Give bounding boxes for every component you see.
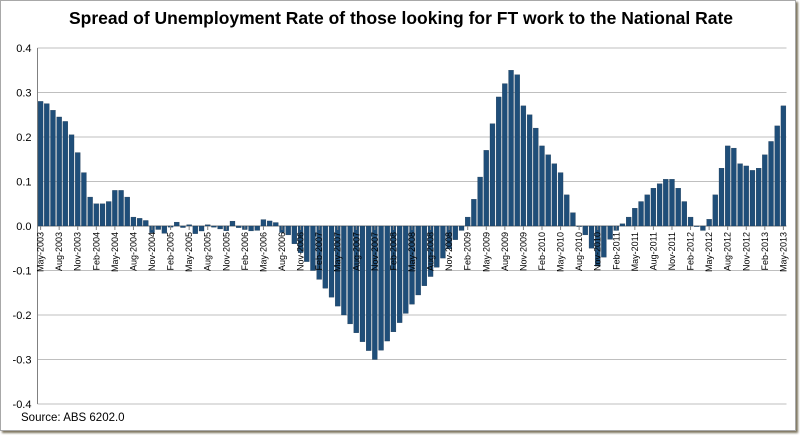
svg-text:Nov-2011: Nov-2011 — [667, 232, 677, 270]
svg-text:Nov-2004: Nov-2004 — [147, 232, 157, 271]
svg-text:Aug-2005: Aug-2005 — [203, 232, 213, 271]
svg-text:May-2007: May-2007 — [333, 232, 343, 272]
svg-text:Nov-2008: Nov-2008 — [444, 232, 454, 271]
svg-text:Feb-2005: Feb-2005 — [166, 232, 176, 271]
svg-text:Nov-2005: Nov-2005 — [221, 232, 231, 271]
svg-text:Feb-2007: Feb-2007 — [314, 232, 324, 271]
svg-text:Feb-2013: Feb-2013 — [760, 232, 770, 271]
svg-text:Aug-2006: Aug-2006 — [277, 232, 287, 271]
svg-text:Nov-2012: Nov-2012 — [741, 232, 751, 271]
svg-text:Feb-2010: Feb-2010 — [537, 232, 547, 271]
svg-text:May-2010: May-2010 — [556, 232, 566, 272]
svg-text:Aug-2010: Aug-2010 — [574, 232, 584, 271]
svg-text:-0.3: -0.3 — [13, 355, 32, 367]
svg-text:Feb-2012: Feb-2012 — [686, 232, 696, 271]
svg-text:May-2011: May-2011 — [630, 232, 640, 271]
svg-text:0.4: 0.4 — [16, 43, 31, 55]
svg-text:Aug-2009: Aug-2009 — [500, 232, 510, 271]
svg-text:Aug-2008: Aug-2008 — [426, 232, 436, 271]
svg-text:0.1: 0.1 — [16, 177, 31, 189]
svg-text:0.3: 0.3 — [16, 88, 31, 100]
svg-text:Feb-2008: Feb-2008 — [388, 232, 398, 271]
svg-text:Nov-2010: Nov-2010 — [593, 232, 603, 271]
svg-text:-0.1: -0.1 — [13, 266, 32, 278]
svg-text:Feb-2004: Feb-2004 — [91, 232, 101, 271]
svg-text:May-2005: May-2005 — [184, 232, 194, 272]
svg-text:-0.2: -0.2 — [13, 310, 32, 322]
svg-text:May-2004: May-2004 — [110, 232, 120, 272]
svg-text:May-2003: May-2003 — [36, 232, 46, 272]
svg-text:Aug-2012: Aug-2012 — [723, 232, 733, 271]
svg-text:Aug-2003: Aug-2003 — [54, 232, 64, 271]
svg-text:Feb-2009: Feb-2009 — [463, 232, 473, 271]
svg-text:Nov-2007: Nov-2007 — [370, 232, 380, 271]
svg-text:Aug-2007: Aug-2007 — [351, 232, 361, 271]
svg-text:-0.4: -0.4 — [13, 399, 32, 411]
svg-text:Nov-2009: Nov-2009 — [518, 232, 528, 271]
svg-text:Aug-2004: Aug-2004 — [128, 232, 138, 271]
svg-text:May-2006: May-2006 — [258, 232, 268, 272]
svg-text:Feb-2006: Feb-2006 — [240, 232, 250, 271]
svg-text:May-2009: May-2009 — [481, 232, 491, 272]
svg-text:Nov-2006: Nov-2006 — [296, 232, 306, 271]
svg-text:Nov-2003: Nov-2003 — [73, 232, 83, 271]
svg-text:0.0: 0.0 — [16, 221, 31, 233]
svg-text:May-2008: May-2008 — [407, 232, 417, 272]
svg-text:0.2: 0.2 — [16, 132, 31, 144]
svg-text:May-2012: May-2012 — [704, 232, 714, 272]
svg-text:Feb-2011: Feb-2011 — [611, 232, 621, 270]
svg-text:May-2013: May-2013 — [778, 232, 788, 272]
svg-text:Aug-2011: Aug-2011 — [648, 232, 658, 270]
